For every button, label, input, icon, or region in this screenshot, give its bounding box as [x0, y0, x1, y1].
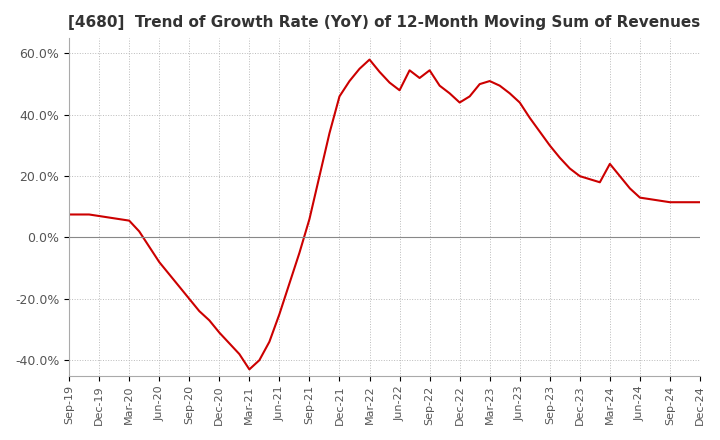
Title: [4680]  Trend of Growth Rate (YoY) of 12-Month Moving Sum of Revenues: [4680] Trend of Growth Rate (YoY) of 12-…	[68, 15, 701, 30]
